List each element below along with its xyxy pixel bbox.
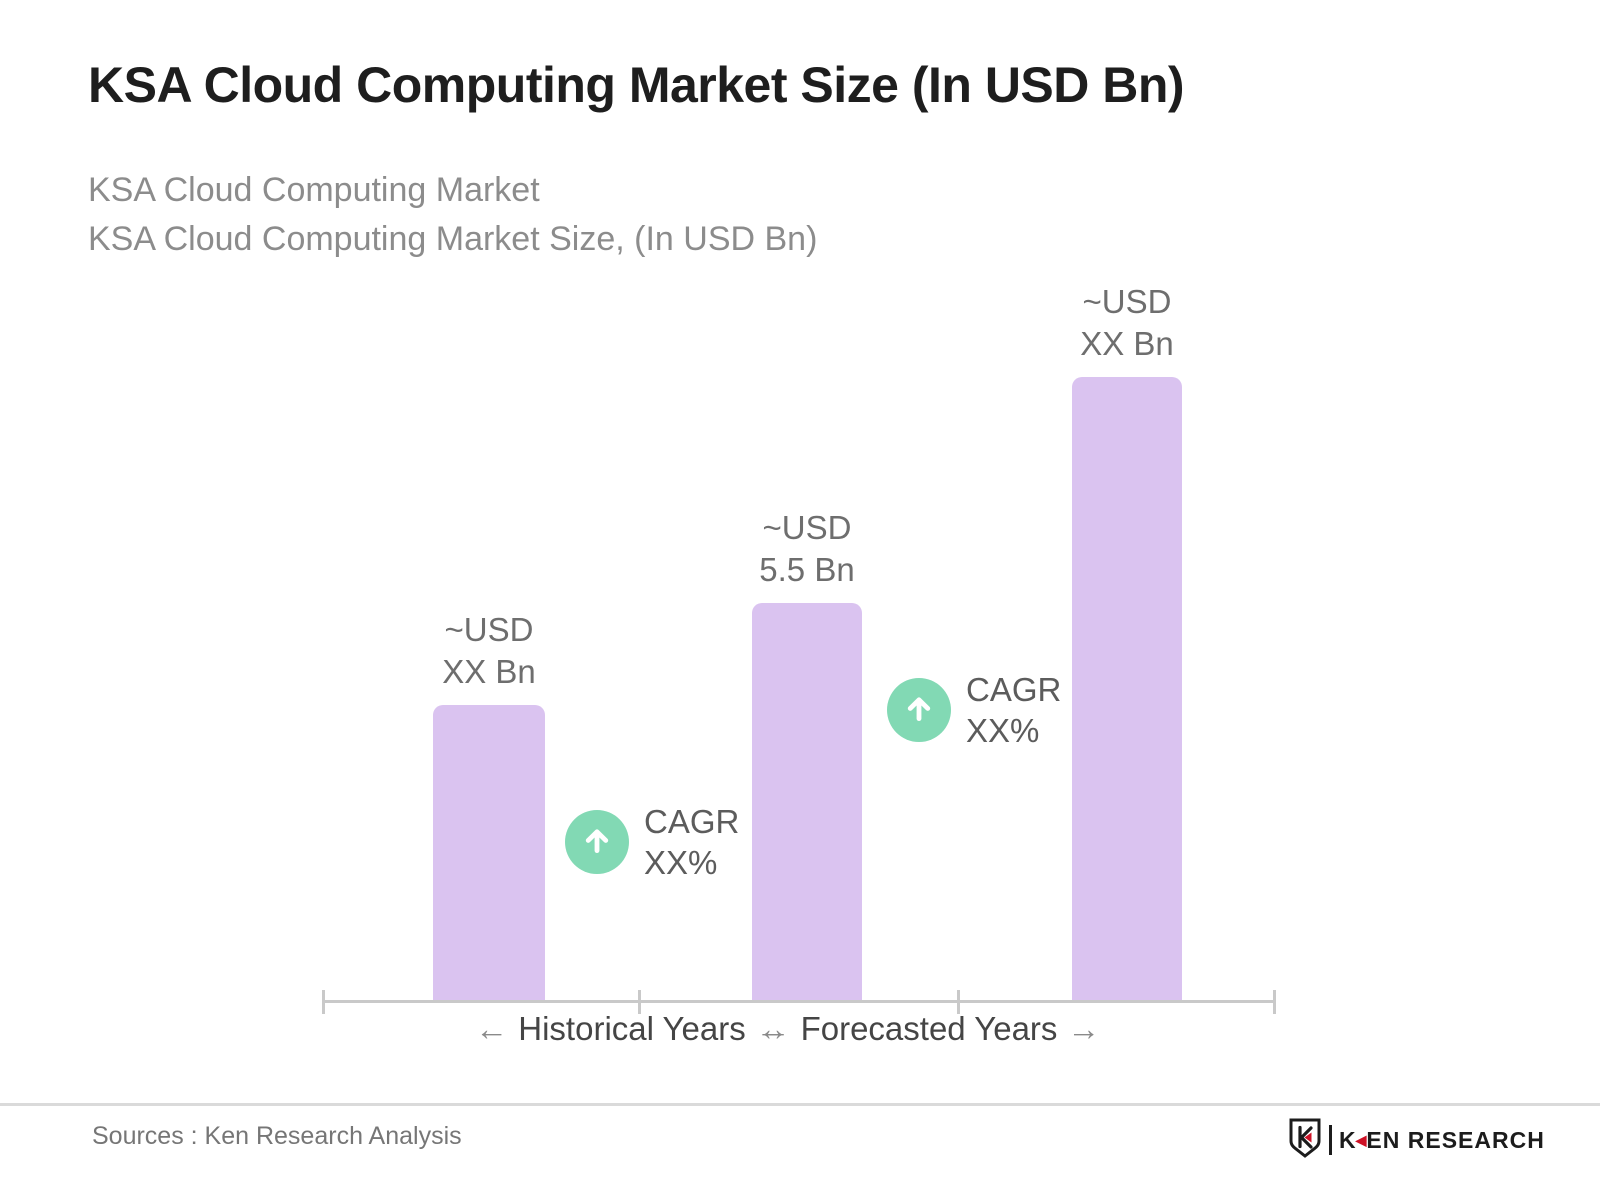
footer-divider (0, 1103, 1600, 1106)
bar-forecast-year (1072, 377, 1182, 1003)
cagr-annotation: CAGR XX% (565, 801, 739, 883)
cagr-value: XX% (644, 844, 718, 881)
cagr-text: CAGR XX% (644, 801, 739, 883)
cagr-label: CAGR (966, 671, 1062, 708)
bar-historical-year (433, 705, 545, 1003)
growth-circle (887, 678, 951, 742)
logo-separator (1329, 1125, 1332, 1155)
logo-wordmark: K ◀ EN RESEARCH (1339, 1127, 1545, 1154)
x-axis-tick (638, 990, 641, 1014)
x-axis-tick (957, 990, 960, 1014)
axis-group-label-text: Historical Years (518, 1010, 746, 1047)
page-title: KSA Cloud Computing Market Size (In USD … (88, 57, 1185, 113)
bar-value-line-2: 5.5 Bn (759, 551, 855, 588)
subtitle-line-2: KSA Cloud Computing Market Size, (In USD… (88, 220, 818, 258)
bar-value-label: ~USD XX Bn (359, 609, 619, 693)
sources-note: Sources : Ken Research Analysis (92, 1122, 462, 1150)
axis-group-historical: ← Historical Years → (422, 1008, 842, 1050)
bar-value-line-2: XX Bn (442, 653, 536, 690)
axis-group-label-text: Forecasted Years (800, 1010, 1058, 1047)
ken-research-shield-icon (1288, 1118, 1322, 1163)
bar-value-line-1: ~USD (762, 509, 852, 546)
x-axis-tick (322, 990, 325, 1014)
bar-base-year (752, 603, 862, 1003)
bar-value-line-1: ~USD (444, 611, 534, 648)
x-axis-tick (1273, 990, 1276, 1014)
cagr-value: XX% (966, 712, 1040, 749)
axis-group-forecasted: ← Forecasted Years → (719, 1008, 1139, 1050)
cagr-label: CAGR (644, 803, 740, 840)
logo-red-arrow-icon: ◀ (1355, 1132, 1368, 1148)
logo-letter-k: K (1339, 1126, 1357, 1153)
x-axis-line (323, 1000, 1276, 1003)
up-arrow-icon (580, 823, 614, 862)
right-arrow-icon: → (1067, 1010, 1101, 1047)
ken-research-logo: K ◀ EN RESEARCH (1288, 1118, 1545, 1162)
bar-value-label: ~USD XX Bn (997, 281, 1257, 365)
cagr-text: CAGR XX% (966, 669, 1061, 751)
bar-value-line-2: XX Bn (1080, 325, 1174, 362)
bar-value-label: ~USD 5.5 Bn (677, 507, 937, 591)
subtitle-line-1: KSA Cloud Computing Market (88, 171, 540, 209)
logo-wordmark-rest: EN RESEARCH (1366, 1126, 1545, 1153)
cagr-annotation: CAGR XX% (887, 669, 1061, 751)
up-arrow-icon (902, 691, 936, 730)
growth-circle (565, 810, 629, 874)
chart-subtitle: KSA Cloud Computing Market KSA Cloud Com… (88, 166, 817, 264)
right-arrow-icon: → (755, 1010, 789, 1047)
left-arrow-icon: ← (757, 1010, 791, 1047)
bar-value-line-1: ~USD (1082, 283, 1172, 320)
left-arrow-icon: ← (475, 1010, 509, 1047)
